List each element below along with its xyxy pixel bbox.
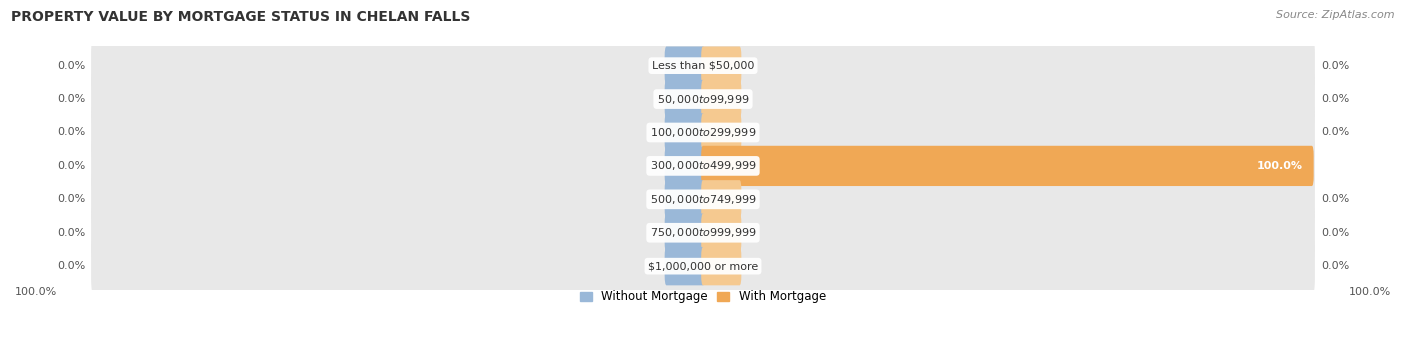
FancyBboxPatch shape xyxy=(91,104,1315,161)
Text: $300,000 to $499,999: $300,000 to $499,999 xyxy=(650,159,756,172)
Text: 0.0%: 0.0% xyxy=(1322,128,1350,137)
FancyBboxPatch shape xyxy=(665,147,704,185)
Text: Source: ZipAtlas.com: Source: ZipAtlas.com xyxy=(1277,10,1395,20)
Text: 0.0%: 0.0% xyxy=(1322,194,1350,204)
FancyBboxPatch shape xyxy=(91,237,1315,295)
FancyBboxPatch shape xyxy=(702,47,741,85)
Text: 0.0%: 0.0% xyxy=(56,261,84,271)
Text: 0.0%: 0.0% xyxy=(1322,228,1350,238)
FancyBboxPatch shape xyxy=(702,80,741,118)
FancyBboxPatch shape xyxy=(702,180,741,219)
Text: 100.0%: 100.0% xyxy=(1257,161,1303,171)
FancyBboxPatch shape xyxy=(91,171,1315,228)
FancyBboxPatch shape xyxy=(665,214,704,252)
Text: $500,000 to $749,999: $500,000 to $749,999 xyxy=(650,193,756,206)
Text: 0.0%: 0.0% xyxy=(56,228,84,238)
FancyBboxPatch shape xyxy=(702,146,1313,186)
FancyBboxPatch shape xyxy=(702,247,741,285)
FancyBboxPatch shape xyxy=(91,70,1315,128)
FancyBboxPatch shape xyxy=(702,113,741,152)
Text: $750,000 to $999,999: $750,000 to $999,999 xyxy=(650,226,756,239)
FancyBboxPatch shape xyxy=(702,214,741,252)
Text: $100,000 to $299,999: $100,000 to $299,999 xyxy=(650,126,756,139)
FancyBboxPatch shape xyxy=(665,247,704,285)
Text: 0.0%: 0.0% xyxy=(56,161,84,171)
FancyBboxPatch shape xyxy=(91,37,1315,95)
Text: 0.0%: 0.0% xyxy=(56,61,84,71)
Text: 0.0%: 0.0% xyxy=(1322,61,1350,71)
Text: 0.0%: 0.0% xyxy=(56,128,84,137)
Text: 0.0%: 0.0% xyxy=(56,94,84,104)
Text: 0.0%: 0.0% xyxy=(1322,94,1350,104)
Text: 100.0%: 100.0% xyxy=(15,287,58,297)
Text: $50,000 to $99,999: $50,000 to $99,999 xyxy=(657,92,749,106)
Text: Less than $50,000: Less than $50,000 xyxy=(652,61,754,71)
FancyBboxPatch shape xyxy=(665,113,704,152)
FancyBboxPatch shape xyxy=(91,137,1315,194)
Text: 0.0%: 0.0% xyxy=(56,194,84,204)
Text: 0.0%: 0.0% xyxy=(1322,261,1350,271)
FancyBboxPatch shape xyxy=(665,180,704,219)
FancyBboxPatch shape xyxy=(91,204,1315,261)
Text: 100.0%: 100.0% xyxy=(1348,287,1391,297)
Legend: Without Mortgage, With Mortgage: Without Mortgage, With Mortgage xyxy=(581,290,825,303)
Text: PROPERTY VALUE BY MORTGAGE STATUS IN CHELAN FALLS: PROPERTY VALUE BY MORTGAGE STATUS IN CHE… xyxy=(11,10,471,24)
FancyBboxPatch shape xyxy=(665,47,704,85)
FancyBboxPatch shape xyxy=(665,80,704,118)
Text: $1,000,000 or more: $1,000,000 or more xyxy=(648,261,758,271)
